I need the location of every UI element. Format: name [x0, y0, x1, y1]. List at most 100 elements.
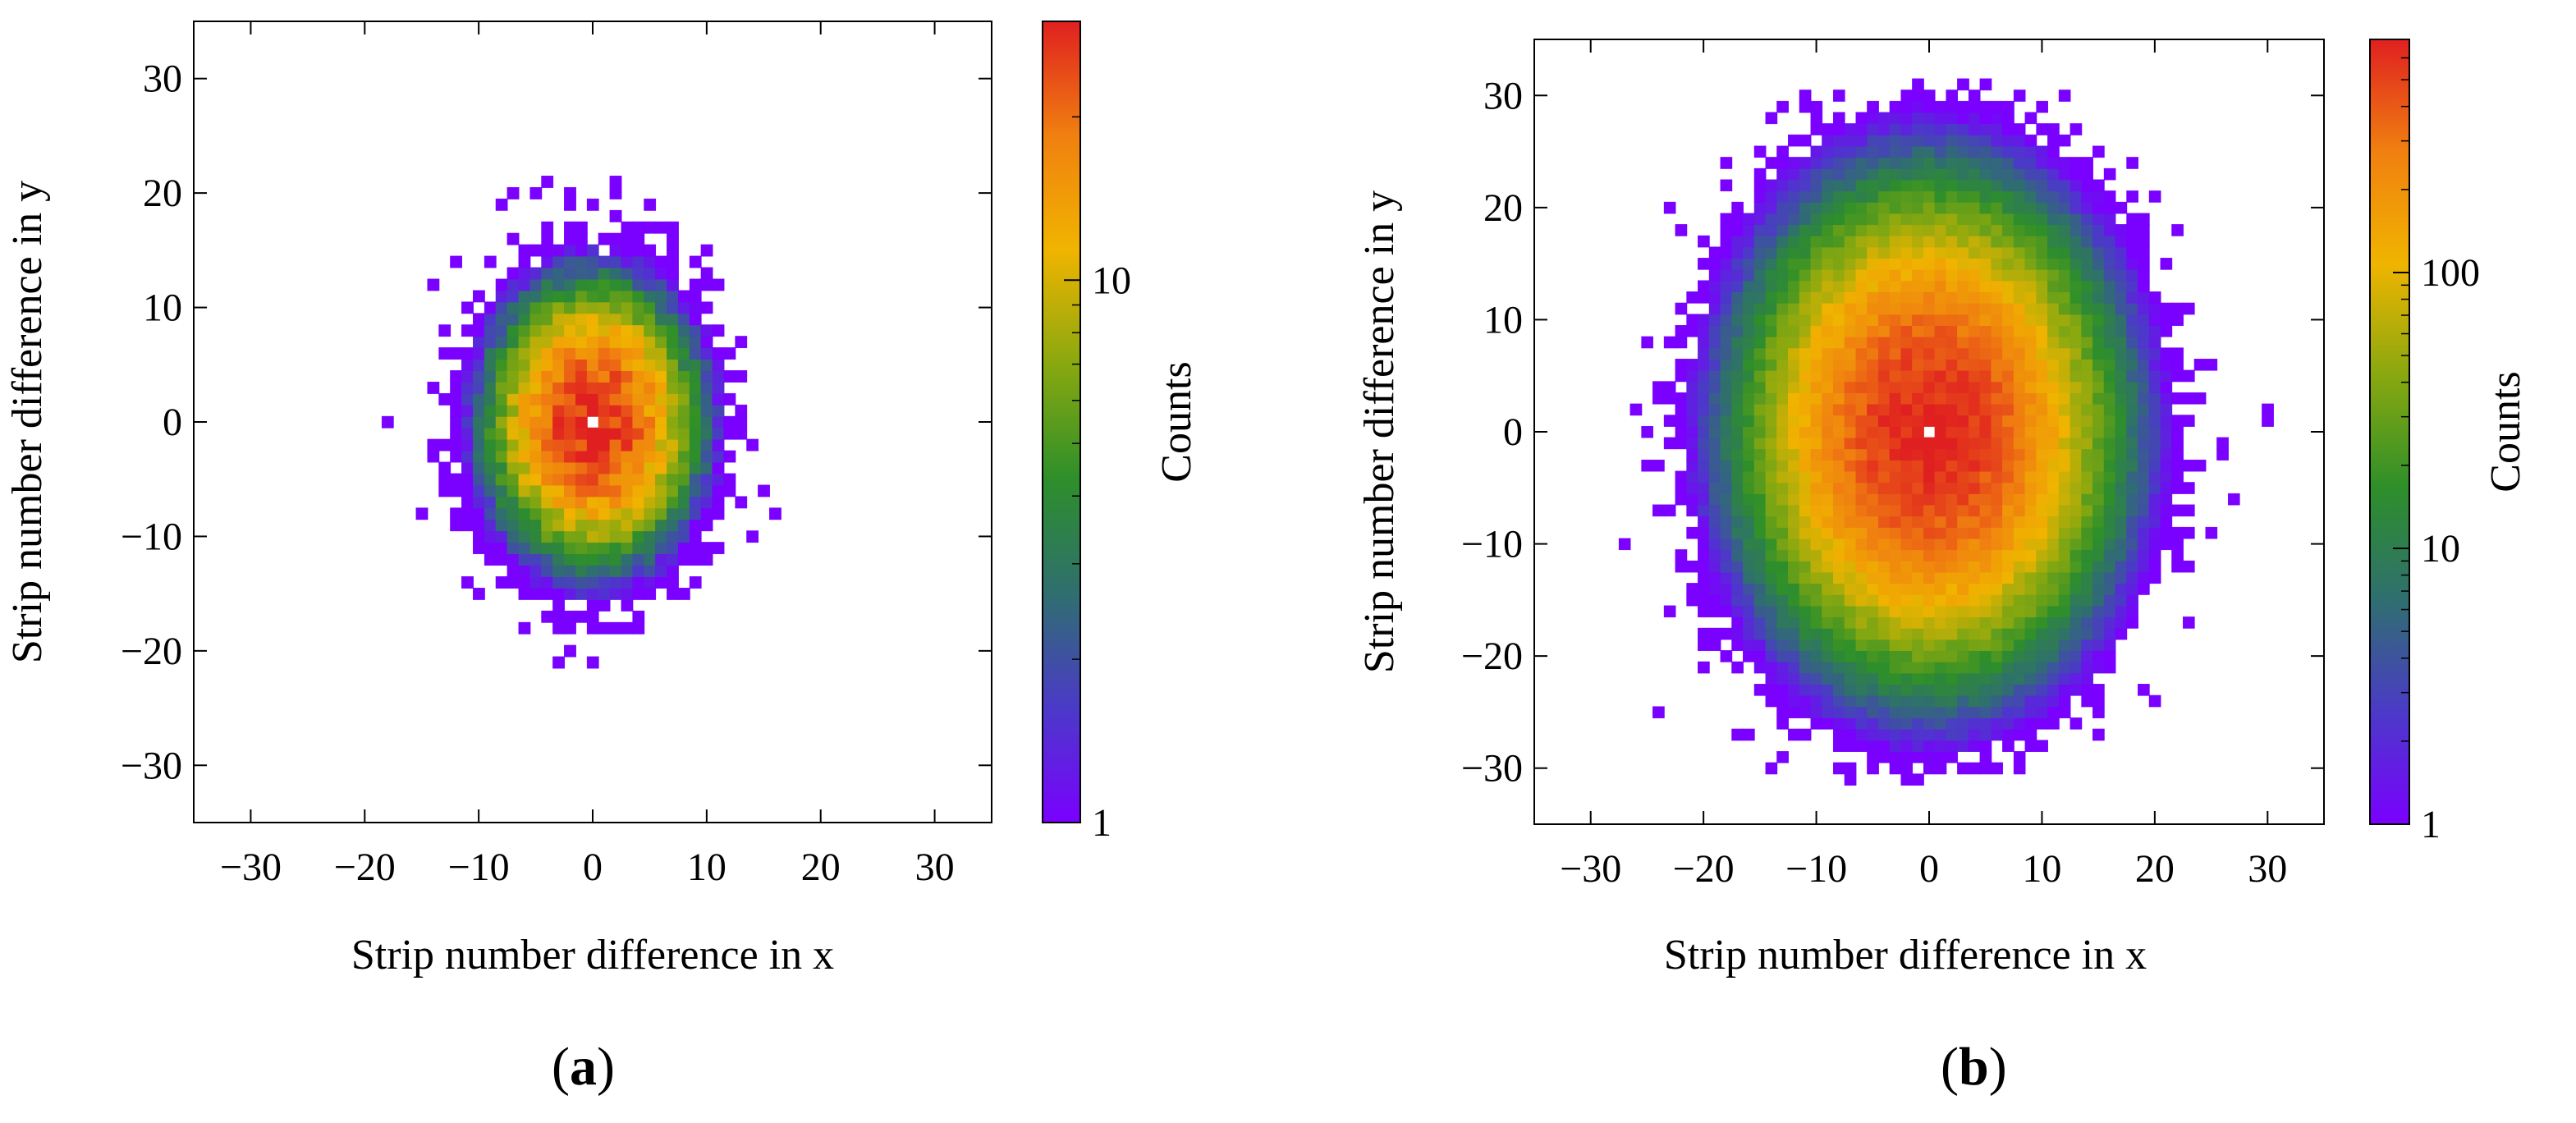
heatmap-cell	[667, 530, 679, 543]
heatmap-cell	[667, 290, 679, 303]
y-tick-label: 0	[1503, 410, 1523, 454]
heatmap-cell	[1788, 425, 1800, 438]
heatmap-cell	[552, 484, 565, 497]
heatmap-cell	[1867, 369, 1879, 383]
heatmap-cell	[2103, 392, 2116, 405]
heatmap-cell	[632, 576, 645, 589]
heatmap-cell	[655, 576, 667, 589]
heatmap-cell	[1708, 258, 1721, 270]
heatmap-cell	[1686, 381, 1698, 393]
heatmap-cell	[2058, 639, 2071, 652]
heatmap-cell	[609, 278, 622, 291]
heatmap-cell	[2138, 369, 2150, 383]
heatmap-cell	[1877, 392, 1891, 405]
heatmap-cell	[1855, 526, 1868, 539]
heatmap-cell	[598, 359, 611, 371]
heatmap-cell	[495, 278, 508, 291]
heatmap-cell	[598, 382, 611, 394]
heatmap-cell	[2070, 549, 2083, 562]
heatmap-cell	[2160, 381, 2173, 393]
heatmap-cell	[1968, 684, 1981, 696]
heatmap-cell	[1991, 157, 2004, 169]
heatmap-cell	[1753, 415, 1767, 427]
heatmap-cell	[1855, 112, 1868, 125]
heatmap-cell	[552, 507, 565, 520]
heatmap-cell	[1934, 694, 1947, 708]
heatmap-cell	[2002, 717, 2015, 730]
heatmap-cell	[2103, 617, 2116, 629]
heatmap-cell	[518, 621, 531, 635]
heatmap-cell	[1957, 291, 1969, 304]
heatmap-cell	[1765, 280, 1778, 292]
heatmap-cell	[1708, 325, 1721, 337]
heatmap-cell	[1698, 661, 1710, 674]
heatmap-cell	[1810, 347, 1823, 360]
heatmap-cell	[1776, 314, 1789, 326]
heatmap-cell	[712, 507, 725, 520]
heatmap-cell	[723, 450, 736, 463]
heatmap-cell	[1889, 381, 1902, 393]
heatmap-cell	[2160, 403, 2173, 416]
heatmap-cell	[484, 415, 497, 429]
heatmap-cell	[518, 382, 531, 394]
heatmap-cell	[2115, 493, 2128, 506]
heatmap-cell	[1889, 504, 1902, 517]
heatmap-cell	[1753, 560, 1767, 573]
heatmap-cell	[1844, 594, 1857, 607]
heatmap-cell	[2002, 246, 2015, 259]
heatmap-cell	[541, 450, 554, 463]
heatmap-cell	[518, 438, 531, 451]
heatmap-cell	[564, 301, 576, 314]
heatmap-cell	[1776, 672, 1789, 685]
y-axis-label: Strip number difference in y	[4, 181, 51, 663]
heatmap-cell	[1765, 605, 1778, 618]
heatmap-cell	[2002, 369, 2015, 383]
heatmap-cell	[1979, 246, 1992, 259]
heatmap-cell	[1968, 617, 1981, 629]
heatmap-cell	[541, 530, 554, 543]
heatmap-cell	[1765, 493, 1778, 506]
heatmap-cell	[655, 415, 667, 429]
heatmap-cell	[1855, 381, 1868, 393]
heatmap-cell	[1731, 224, 1744, 236]
heatmap-cell	[1867, 167, 1879, 181]
heatmap-cell	[2126, 425, 2138, 438]
heatmap-cell	[2058, 280, 2071, 292]
heatmap-cell	[2058, 291, 2071, 304]
heatmap-cell	[1731, 594, 1744, 607]
heatmap-cell	[677, 313, 690, 326]
heatmap-cell	[1889, 571, 1902, 584]
heatmap-cell	[2047, 347, 2060, 360]
heatmap-cell	[1877, 661, 1891, 674]
heatmap-cell	[461, 392, 474, 406]
heatmap-cell	[1946, 280, 1959, 292]
heatmap-cell	[1799, 516, 1812, 528]
heatmap-cell	[2092, 694, 2105, 708]
heatmap-cell	[1900, 369, 1914, 383]
heatmap-cell	[2036, 549, 2048, 562]
heatmap-cell	[1923, 583, 1936, 595]
heatmap-cell	[1822, 157, 1834, 169]
heatmap-cell	[1912, 291, 1924, 304]
heatmap-cell	[552, 359, 565, 371]
heatmap-cell	[2024, 571, 2037, 584]
heatmap-cell	[1731, 493, 1744, 506]
heatmap-cell	[677, 542, 690, 555]
heatmap-cell	[2002, 134, 2015, 147]
heatmap-cell	[689, 415, 702, 429]
heatmap-cell	[1934, 291, 1947, 304]
heatmap-cell	[1844, 538, 1857, 551]
heatmap-cell	[461, 404, 474, 417]
heatmap-cell	[2138, 571, 2150, 584]
heatmap-cell	[2070, 224, 2083, 236]
heatmap-cell	[1877, 235, 1891, 248]
heatmap-cell	[700, 461, 713, 474]
heatmap-cell	[2103, 482, 2116, 494]
heatmap-cell	[552, 496, 565, 509]
heatmap-cell	[2081, 516, 2093, 528]
heatmap-cell	[1855, 627, 1868, 640]
heatmap-cell	[529, 336, 543, 349]
heatmap-cell	[518, 473, 531, 486]
heatmap-cell	[2126, 291, 2138, 304]
heatmap-cell	[1698, 425, 1710, 438]
